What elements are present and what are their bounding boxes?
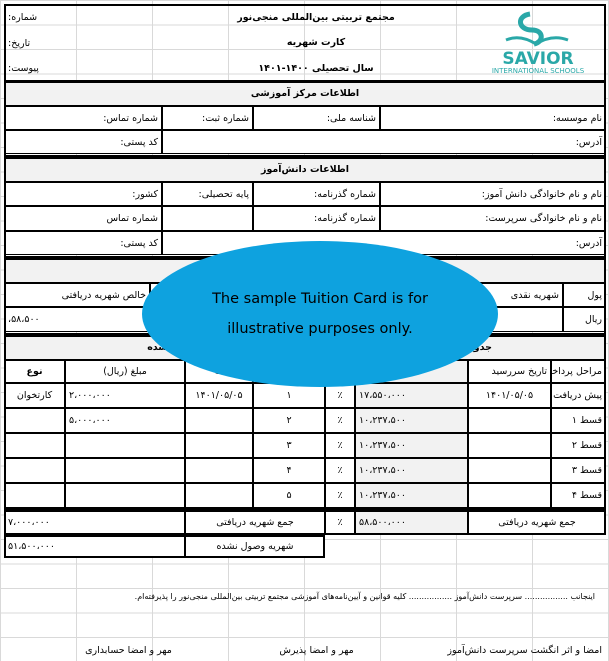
- currency-label: پول: [563, 283, 606, 307]
- schedule-type: [4, 408, 65, 433]
- student-postal-field: کد پستی:: [4, 231, 162, 255]
- schedule-amount: ۱۰،۲۳۷،۵۰۰: [355, 433, 468, 458]
- schedule-amount: ۱۷،۵۵۰،۰۰۰: [355, 383, 468, 408]
- currency-value: ریال: [563, 307, 606, 332]
- schedule-no: ۳: [253, 433, 325, 458]
- attachment-label: پیوست:: [8, 62, 39, 74]
- schedule-pct: ٪: [325, 383, 355, 408]
- center-address-field: آدرس:: [162, 130, 606, 154]
- unpaid-value: ۵۱،۵۰۰،۰۰۰: [4, 535, 185, 558]
- net-tuition-value: ۵۸،۵۰۰،: [4, 307, 150, 332]
- watermark-line-1: The sample Tuition Card is for: [212, 291, 428, 307]
- guardian-passport-field: شماره گذرنامه:: [253, 206, 380, 231]
- institute-name-field: نام موسسه:: [380, 106, 606, 130]
- logo-subtext: INTERNATIONAL SCHOOLS: [491, 67, 585, 75]
- schedule-stage: قسط ۴: [551, 483, 606, 508]
- received-total-label: جمع شهریه دریافتی: [185, 510, 325, 535]
- schedule-no: ۴: [253, 458, 325, 483]
- schedule-pct: ٪: [325, 458, 355, 483]
- national-id-field: شناسه ملی:: [253, 106, 380, 130]
- number-label: شماره:: [8, 11, 38, 23]
- schedule-paid-date: [185, 433, 253, 458]
- guardian-name-field: نام و نام خانوادگی سرپرست:: [380, 206, 606, 231]
- guardian-signature-label: امضا و اثر انگشت سرپرست دانش‌آموز: [447, 645, 602, 656]
- blank-cell: [162, 206, 253, 231]
- grade-field: پایه تحصیلی:: [162, 182, 253, 206]
- col-paid-amount: مبلغ (ریال): [65, 360, 185, 383]
- date-label: تاریخ:: [8, 37, 31, 49]
- schedule-pct: ٪: [325, 433, 355, 458]
- unpaid-label: شهریه وصول نشده: [185, 535, 325, 558]
- schedule-pct: ٪: [325, 408, 355, 433]
- schedule-paid-amount: ۲،۰۰۰،۰۰۰: [65, 383, 185, 408]
- center-contact-field: شماره تماس:: [4, 106, 162, 130]
- net-tuition-label: خالص شهریه دریافتی: [4, 283, 150, 307]
- svg-text:SAVIOR: SAVIOR: [502, 49, 573, 66]
- student-contact-field: شماره تماس: [4, 206, 162, 231]
- schedule-amount: ۱۰،۲۳۷،۵۰۰: [355, 408, 468, 433]
- schedule-paid-date: [185, 458, 253, 483]
- received-total-value: ۷،۰۰۰،۰۰۰: [4, 510, 185, 535]
- col-type: نوع: [4, 360, 65, 383]
- schedule-type: [4, 433, 65, 458]
- schedule-due-date: [468, 458, 551, 483]
- schedule-due-date: ۱۴۰۱/۰۵/۰۵: [468, 383, 551, 408]
- student-name-field: نام و نام خانوادگی دانش آموز:: [380, 182, 606, 206]
- schedule-amount: ۱۰،۲۳۷،۵۰۰: [355, 483, 468, 508]
- watermark-line-2: illustrative purposes only.: [227, 321, 413, 337]
- savior-logo: SAVIOR: [502, 11, 574, 66]
- schedule-paid-amount: [65, 458, 185, 483]
- schedule-paid-date: [185, 483, 253, 508]
- schedule-pct: ٪: [325, 483, 355, 508]
- center-section-title: اطلاعات مرکز آموزشی: [4, 81, 606, 106]
- academic-year: سال تحصیلی ۱۴۰۰-۱۴۰۱: [258, 62, 374, 74]
- schedule-amount: ۱۰،۲۳۷،۵۰۰: [355, 458, 468, 483]
- student-section-title: اطلاعات دانش‌آموز: [4, 157, 606, 182]
- schedule-due-date: [468, 433, 551, 458]
- schedule-paid-amount: [65, 483, 185, 508]
- col-due-date: تاریخ سررسید: [468, 360, 551, 383]
- center-postal-field: کد پستی:: [4, 130, 162, 154]
- schedule-stage: پیش دریافت: [551, 383, 606, 408]
- schedule-type: [4, 458, 65, 483]
- schedule-due-date: [468, 408, 551, 433]
- card-title: کارت شهریه: [286, 37, 346, 48]
- total-pct: ٪: [325, 510, 355, 535]
- accounting-stamp-label: مهر و امضا حسابداری: [85, 645, 172, 656]
- admission-stamp-label: مهر و امضا پذیرش: [279, 645, 354, 656]
- schedule-paid-amount: ۵،۰۰۰،۰۰۰: [65, 408, 185, 433]
- registration-no-field: شماره ثبت:: [162, 106, 253, 130]
- schedule-paid-date: [185, 408, 253, 433]
- schedule-stage: قسط ۳: [551, 458, 606, 483]
- schedule-due-date: [468, 483, 551, 508]
- schedule-stage: قسط ۲: [551, 433, 606, 458]
- passport-field: شماره گذرنامه:: [253, 182, 380, 206]
- schedule-stage: قسط ۱: [551, 408, 606, 433]
- schedule-type: کارتخوان: [4, 383, 65, 408]
- schedule-no: ۵: [253, 483, 325, 508]
- schedule-type: [4, 483, 65, 508]
- declaration-text: اینجانب ................. سرپرست دانش‌آم…: [134, 592, 595, 601]
- total-value: ۵۸،۵۰۰،۰۰۰: [355, 510, 468, 535]
- total-label: جمع شهریه دریافتی: [468, 510, 606, 535]
- watermark-ellipse: The sample Tuition Card is for illustrat…: [142, 241, 498, 387]
- schedule-no: ۲: [253, 408, 325, 433]
- school-name: مجتمع تربیتی بین‌المللی منجی‌نور: [237, 11, 395, 23]
- schedule-paid-amount: [65, 433, 185, 458]
- schedule-paid-date: ۱۴۰۱/۰۵/۰۵: [185, 383, 253, 408]
- country-field: کشور:: [4, 182, 162, 206]
